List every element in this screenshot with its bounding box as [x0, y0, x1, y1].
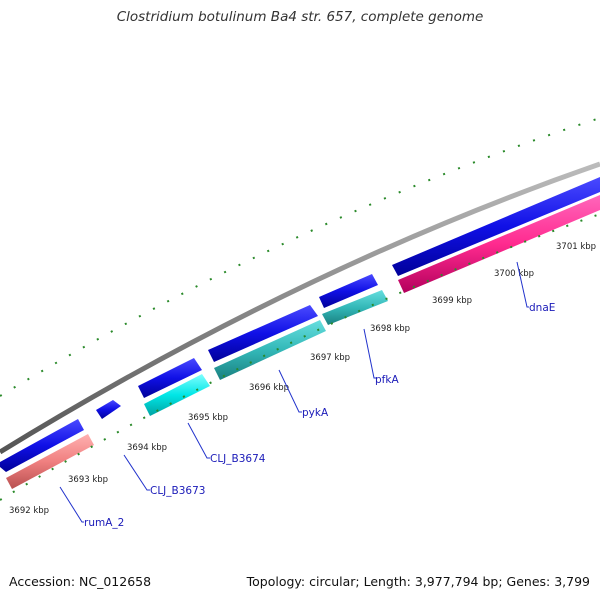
- inner-tick-ring: [0, 213, 600, 501]
- kbp-labels: 3692 kbp 3693 kbp 3694 kbp 3695 kbp 3696…: [9, 242, 596, 516]
- cds-reverse: [144, 374, 210, 416]
- map-title: Clostridium botulinum Ba4 str. 657, comp…: [116, 9, 484, 25]
- kbp-label: 3694 kbp: [127, 443, 167, 453]
- reverse-cds-track: [6, 195, 600, 489]
- kbp-label: 3700 kbp: [494, 269, 534, 279]
- leader-line: [278, 369, 302, 413]
- topology-text: Topology: circular; Length: 3,977,794 bp…: [246, 574, 590, 589]
- kbp-label: 3697 kbp: [310, 353, 350, 363]
- cds-forward: [0, 419, 84, 472]
- cds-forward: [96, 400, 121, 419]
- cds-forward: [208, 305, 318, 362]
- cds-reverse: [322, 290, 388, 325]
- cds-forward: [138, 358, 202, 398]
- genome-backbone: [0, 161, 600, 455]
- leader-line: [363, 328, 376, 379]
- cds-reverse: [6, 434, 94, 489]
- kbp-label: 3695 kbp: [188, 413, 228, 423]
- cds-forward: [392, 177, 600, 276]
- accession-text: Accession: NC_012658: [9, 574, 152, 589]
- gene-label-clj-b3674: CLJ_B3674: [210, 453, 266, 465]
- leader-line: [123, 454, 150, 491]
- gene-label-dnae: dnaE: [529, 302, 555, 314]
- cds-reverse: [214, 320, 326, 380]
- forward-cds-track: [0, 177, 600, 472]
- cds-reverse: [398, 195, 600, 293]
- leader-line: [59, 486, 84, 523]
- gene-leader-lines: [59, 261, 529, 523]
- gene-label-pyka: pykA: [302, 407, 329, 419]
- gene-label-rumA-2: rumA_2: [84, 517, 124, 529]
- kbp-label: 3699 kbp: [432, 296, 472, 306]
- kbp-label: 3701 kbp: [556, 242, 596, 252]
- cds-forward: [319, 274, 378, 308]
- gene-label-pfka: pfkA: [375, 374, 399, 386]
- leader-line: [187, 422, 210, 459]
- kbp-label: 3693 kbp: [68, 475, 108, 485]
- kbp-label: 3692 kbp: [9, 506, 49, 516]
- kbp-label: 3698 kbp: [370, 324, 410, 334]
- kbp-label: 3696 kbp: [249, 383, 289, 393]
- gene-labels: rumA_2 CLJ_B3673 CLJ_B3674 pykA pfkA dna…: [84, 302, 555, 529]
- gene-label-clj-b3673: CLJ_B3673: [150, 485, 205, 497]
- outer-tick-ring: [0, 117, 600, 397]
- leader-line: [516, 261, 529, 308]
